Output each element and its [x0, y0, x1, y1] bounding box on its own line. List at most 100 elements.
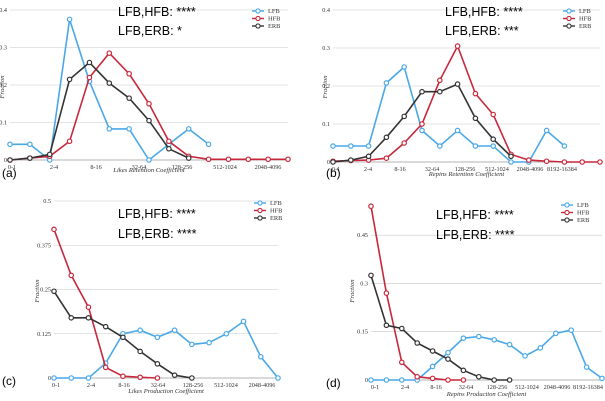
- x-tick-label: 2048-4096: [255, 164, 282, 171]
- data-point: [460, 367, 467, 374]
- data-point: [454, 43, 461, 49]
- data-point: [445, 349, 451, 356]
- data-point: [490, 111, 497, 118]
- data-point: [68, 375, 75, 381]
- series-erb: [7, 59, 192, 163]
- data-point: [436, 77, 443, 84]
- significance-line-2: LFB,ERB: ****: [118, 227, 197, 241]
- data-point: [579, 159, 586, 165]
- legend-entry-hfb: HFB: [577, 210, 589, 217]
- data-point: [51, 226, 57, 233]
- data-point: [419, 127, 425, 134]
- data-point: [68, 315, 75, 321]
- data-point: [383, 134, 390, 141]
- significance-line-1: LFB,HFB: ****: [118, 207, 196, 221]
- data-point: [126, 126, 132, 132]
- y-tick-label: 0.125: [37, 331, 51, 338]
- data-point: [508, 159, 514, 165]
- data-point: [429, 348, 436, 354]
- x-tick-label: 128-256: [455, 166, 476, 173]
- data-point: [330, 143, 336, 149]
- data-point: [460, 335, 467, 341]
- series-line-lfb: [371, 329, 603, 381]
- series-line-hfb: [53, 229, 158, 379]
- data-point: [102, 323, 109, 330]
- legend-marker: [255, 23, 261, 29]
- data-point: [398, 325, 405, 332]
- data-point: [454, 81, 461, 87]
- legend-marker: [564, 217, 570, 223]
- series-lfb: [330, 64, 568, 165]
- data-point: [166, 138, 172, 145]
- data-point: [205, 156, 212, 163]
- data-point: [66, 138, 73, 145]
- significance-line-1: LFB,HFB: ****: [118, 5, 196, 19]
- panel-c: 0 0.125 0.25 0.375 0.5 0-1 2-4 8-16 32-64 128-256…: [2, 198, 282, 395]
- panel-label: (d): [326, 376, 341, 390]
- x-tick-label: 32-64: [151, 382, 165, 389]
- data-point: [414, 340, 421, 346]
- data-point: [66, 16, 73, 23]
- y-tick-label: 0.4: [0, 7, 7, 14]
- data-point: [568, 327, 575, 333]
- x-tick-label: 2048-4096: [544, 384, 571, 391]
- data-point: [185, 155, 192, 161]
- x-tick-label: 2-4: [50, 164, 58, 171]
- data-point: [508, 153, 514, 160]
- y-tick-label: 0.5: [43, 198, 51, 205]
- x-axis-label: Repins Retention Coefficient: [428, 171, 505, 178]
- legend-marker: [566, 15, 572, 22]
- legend-marker: [564, 202, 570, 208]
- panel-a: 0 0.1 0.2 0.3 0.4 0-1 2-4 8-16 32-64 128-256 512-1…: [0, 5, 291, 180]
- panel-d: 0 0.15 0.3 0.45 0-1 2-4 8-16 32-64 128-256 512-10…: [326, 202, 605, 398]
- data-point: [106, 126, 113, 132]
- x-tick-label: 32-64: [459, 384, 473, 391]
- significance-line-1: LFB,HFB: ****: [436, 208, 514, 222]
- legend-entry-erb: ERB: [579, 23, 591, 30]
- significance-line-2: LFB,ERB: ****: [436, 228, 515, 242]
- legend-marker: [257, 200, 263, 206]
- data-point: [368, 272, 374, 279]
- x-tick-label: 8-16: [430, 384, 441, 391]
- data-point: [454, 127, 461, 134]
- data-point: [490, 143, 497, 149]
- legend-entry-hfb: HFB: [270, 208, 282, 215]
- x-tick-label: 8192-16384: [573, 384, 603, 391]
- data-point: [525, 157, 532, 163]
- legend-entry-erb: ERB: [268, 23, 280, 30]
- panel-label: (c): [2, 374, 16, 388]
- data-point: [543, 158, 550, 165]
- legend-entry-hfb: HFB: [579, 16, 591, 23]
- data-point: [398, 377, 405, 383]
- data-point: [583, 364, 590, 370]
- data-point: [347, 157, 354, 163]
- legend-marker: [257, 215, 263, 221]
- data-point: [146, 100, 152, 107]
- series-hfb: [51, 226, 161, 381]
- legend-entry-lfb: LFB: [577, 202, 589, 209]
- y-tick-label: 0.25: [40, 287, 51, 294]
- data-point: [154, 334, 161, 341]
- data-point: [275, 375, 281, 381]
- x-tick-label: 128-256: [487, 384, 508, 391]
- data-point: [383, 155, 390, 162]
- data-point: [491, 336, 498, 343]
- data-point: [419, 88, 425, 95]
- legend-entry-erb: ERB: [577, 217, 589, 224]
- x-axis-label: Likes Retention Coefficient: [112, 167, 185, 174]
- legend-marker: [255, 15, 261, 22]
- data-point: [383, 322, 390, 329]
- x-tick-label: 0-1: [371, 384, 379, 391]
- data-point: [445, 377, 451, 383]
- data-point: [265, 156, 271, 163]
- legend-marker: [564, 209, 570, 216]
- data-point: [171, 372, 178, 378]
- y-axis-label: Fraction: [34, 279, 41, 304]
- data-point: [27, 155, 33, 161]
- y-tick-label: 0.1: [322, 121, 330, 128]
- series-erb: [368, 272, 513, 383]
- x-tick-label: 128-256: [172, 164, 193, 171]
- y-tick-label: 0.3: [0, 45, 7, 52]
- data-point: [171, 327, 178, 334]
